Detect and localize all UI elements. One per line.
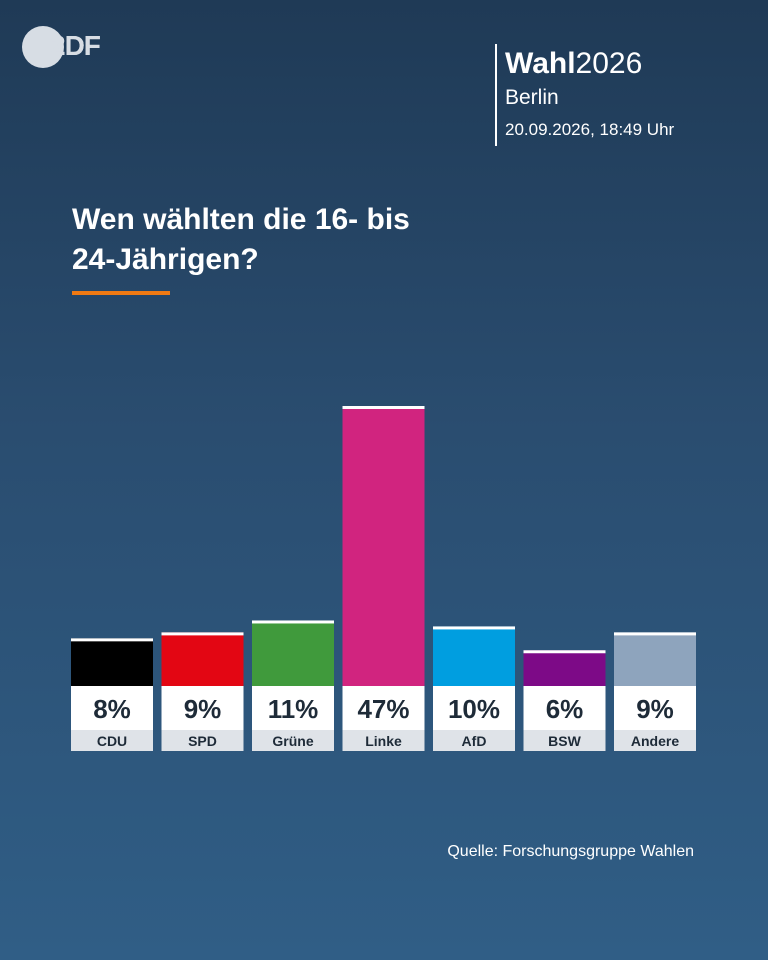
election-title: Wahl2026 [505, 46, 674, 82]
value-label-gr-ne: 11% [268, 694, 319, 724]
election-datetime: 20.09.2026, 18:49 Uhr [505, 120, 675, 139]
bar-linke [342, 406, 425, 686]
bar-cap-bsw [523, 650, 606, 654]
category-box-bsw [523, 730, 606, 751]
logo-circle [22, 26, 64, 68]
category-box-spd [161, 730, 244, 751]
value-box-linke [342, 686, 425, 730]
value-box-spd [161, 686, 244, 730]
bar-gr-ne [252, 620, 334, 686]
category-label-bsw: BSW [548, 733, 581, 749]
category-box-gr-ne [252, 730, 334, 751]
election-city: Berlin [505, 86, 559, 109]
chart-headline: Wen wählten die 16- bis 24-Jährigen? [72, 200, 592, 280]
bar-cap-gr-ne [252, 620, 334, 624]
value-label-andere: 9% [636, 694, 674, 724]
value-label-bsw: 6% [546, 694, 584, 724]
bar-cap-linke [342, 406, 425, 409]
category-box-linke [342, 730, 425, 751]
bar-afd [433, 626, 515, 686]
headline-accent-rule [72, 291, 170, 295]
value-label-spd: 9% [184, 694, 222, 724]
category-label-linke: Linke [365, 733, 402, 749]
bar-cap-andere [614, 632, 696, 636]
bar-bsw [523, 650, 606, 686]
headline-line-2: 24-Jährigen? [72, 243, 259, 276]
category-box-cdu [71, 730, 153, 751]
category-label-spd: SPD [188, 733, 217, 749]
value-label-linke: 47% [357, 694, 409, 724]
value-box-bsw [523, 686, 606, 730]
bar-cap-spd [161, 632, 244, 636]
bar-cap-cdu [71, 638, 153, 642]
value-box-cdu [71, 686, 153, 730]
election-header: Wahl2026 Berlin 20.09.2026, 18:49 Uhr [495, 44, 674, 146]
bar-andere [614, 632, 696, 686]
category-box-afd [433, 730, 515, 751]
source-note: Quelle: Forschungsgruppe Wahlen [447, 843, 694, 860]
value-box-afd [433, 686, 515, 730]
category-label-afd: AfD [462, 733, 487, 749]
category-box-andere [614, 730, 696, 751]
value-box-gr-ne [252, 686, 334, 730]
zdf-logo: 2DF [22, 26, 112, 68]
logo-text: 2DF [50, 30, 101, 61]
category-label-andere: Andere [631, 733, 679, 749]
election-year: 2026 [575, 47, 643, 80]
election-title-bold: Wahl [505, 47, 576, 80]
value-label-afd: 10% [448, 694, 500, 724]
headline-line-1: Wen wählten die 16- bis [72, 203, 410, 236]
bar-cdu [71, 638, 153, 686]
bar-cap-afd [433, 626, 515, 630]
category-label-gr-ne: Grüne [272, 733, 313, 749]
bar-spd [161, 632, 244, 686]
value-box-andere [614, 686, 696, 730]
category-label-cdu: CDU [97, 733, 127, 749]
value-label-cdu: 8% [93, 694, 131, 724]
